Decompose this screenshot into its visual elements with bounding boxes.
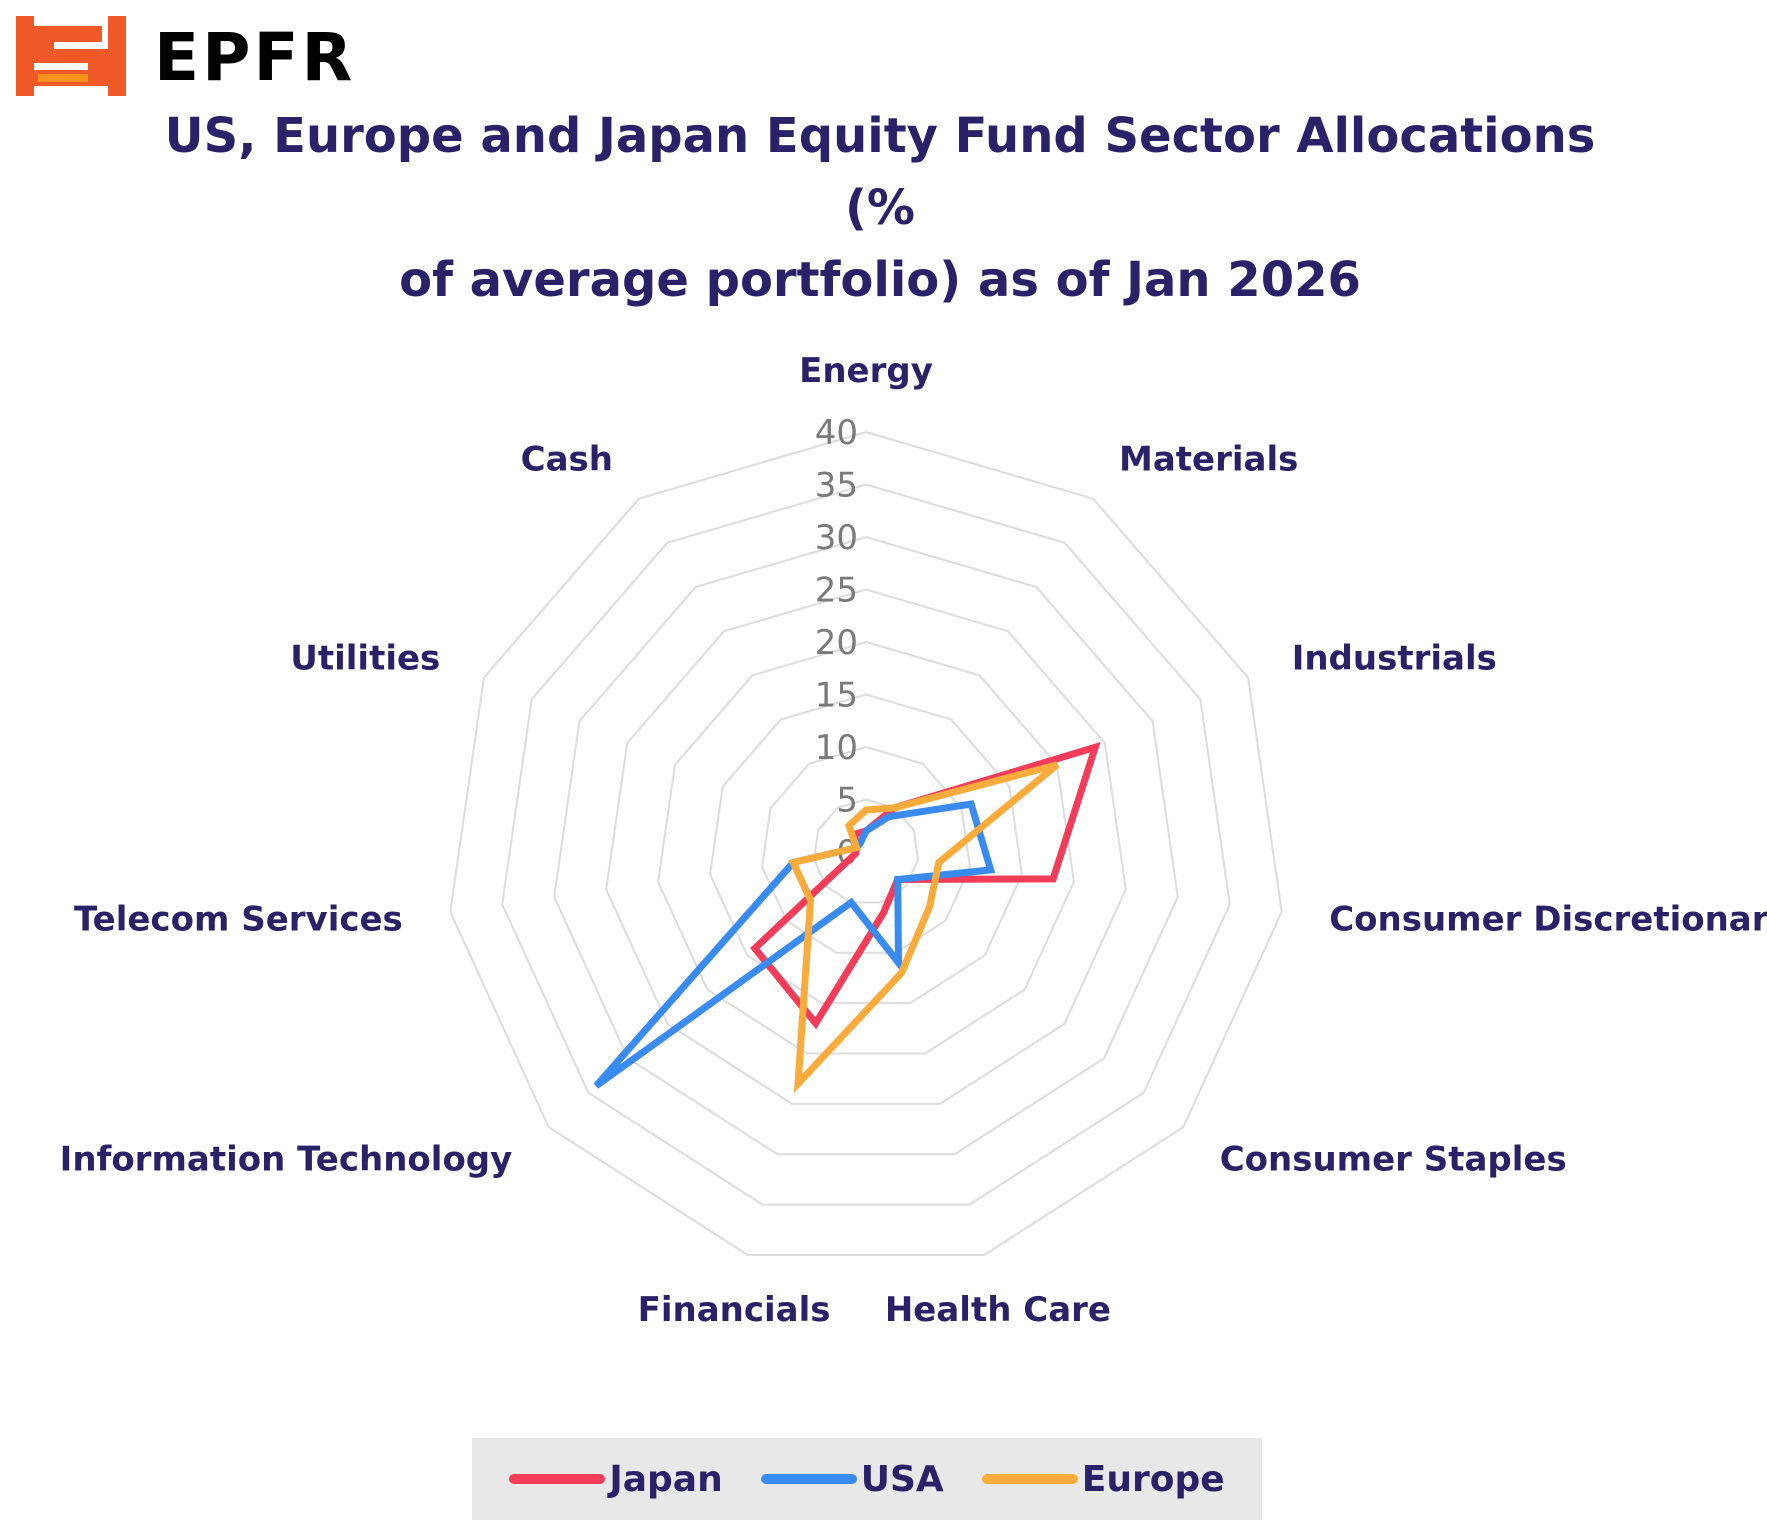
grid-ring-5 xyxy=(812,798,920,904)
legend-swatch-usa xyxy=(760,1474,857,1484)
grid-ring-10 xyxy=(761,745,971,954)
grid-ring-20 xyxy=(657,640,1075,1055)
legend-label-japan: Japan xyxy=(609,1458,723,1500)
tick-label-15: 15 xyxy=(815,676,858,716)
grid-ring-15 xyxy=(709,693,1023,1005)
logo-s-shape xyxy=(34,26,108,86)
chart-title-line-1: US, Europe and Japan Equity Fund Sector … xyxy=(164,108,1596,236)
category-label-information-technology: Information Technology xyxy=(60,1140,513,1180)
legend-item-usa: USA xyxy=(760,1458,944,1500)
tick-label-5: 5 xyxy=(836,781,858,821)
brand-name: EPFR xyxy=(154,19,356,96)
logo-bar-accent xyxy=(38,74,88,82)
legend-swatch-japan xyxy=(509,1474,606,1484)
tick-label-20: 20 xyxy=(815,623,858,663)
tick-label-35: 35 xyxy=(815,466,858,506)
legend-label-europe: Europe xyxy=(1081,1458,1225,1500)
grid-ring-40 xyxy=(449,430,1283,1256)
category-label-consumer-discretionary: Consumer Discretionary xyxy=(1329,900,1767,940)
tick-label-10: 10 xyxy=(815,728,858,768)
tick-label-30: 30 xyxy=(815,518,858,558)
category-label-utilities: Utilities xyxy=(290,639,440,679)
radar-series xyxy=(593,742,1101,1094)
legend-item-europe: Europe xyxy=(981,1458,1225,1500)
category-label-cash: Cash xyxy=(521,439,613,479)
logo-bar-left xyxy=(16,16,34,96)
category-label-energy: Energy xyxy=(799,351,933,391)
radar-category-labels: Energy Materials Industrials Consumer Discr… xyxy=(60,351,1767,1330)
category-label-industrials: Industrials xyxy=(1292,639,1497,679)
series-line-usa xyxy=(593,800,996,1089)
chart-title: US, Europe and Japan Equity Fund Sector … xyxy=(130,100,1630,316)
category-label-financials: Financials xyxy=(638,1290,831,1330)
legend-swatch-europe xyxy=(981,1474,1078,1484)
category-label-consumer-staples: Consumer Staples xyxy=(1220,1140,1567,1180)
epfr-logo: EPFR xyxy=(16,16,352,96)
logo-bar-right xyxy=(108,16,126,96)
epfr-logo-mark-icon xyxy=(16,16,126,96)
chart-title-line-2: of average portfolio) as of Jan 2026 xyxy=(399,252,1361,308)
tick-label-25: 25 xyxy=(815,571,858,611)
grid-ring-35 xyxy=(501,483,1231,1206)
category-label-health-care: Health Care xyxy=(885,1290,1111,1330)
legend-label-usa: USA xyxy=(860,1458,944,1500)
grid-ring-30 xyxy=(553,535,1179,1156)
category-label-materials: Materials xyxy=(1119,439,1298,479)
grid-ring-25 xyxy=(605,588,1127,1105)
chart-legend: Japan USA Europe xyxy=(472,1438,1262,1520)
legend-item-japan: Japan xyxy=(509,1458,723,1500)
category-label-telecom-services: Telecom Services xyxy=(74,900,403,940)
series-line-europe xyxy=(788,761,1060,1094)
radar-grid xyxy=(449,430,1283,1256)
tick-label-40: 40 xyxy=(815,413,858,453)
